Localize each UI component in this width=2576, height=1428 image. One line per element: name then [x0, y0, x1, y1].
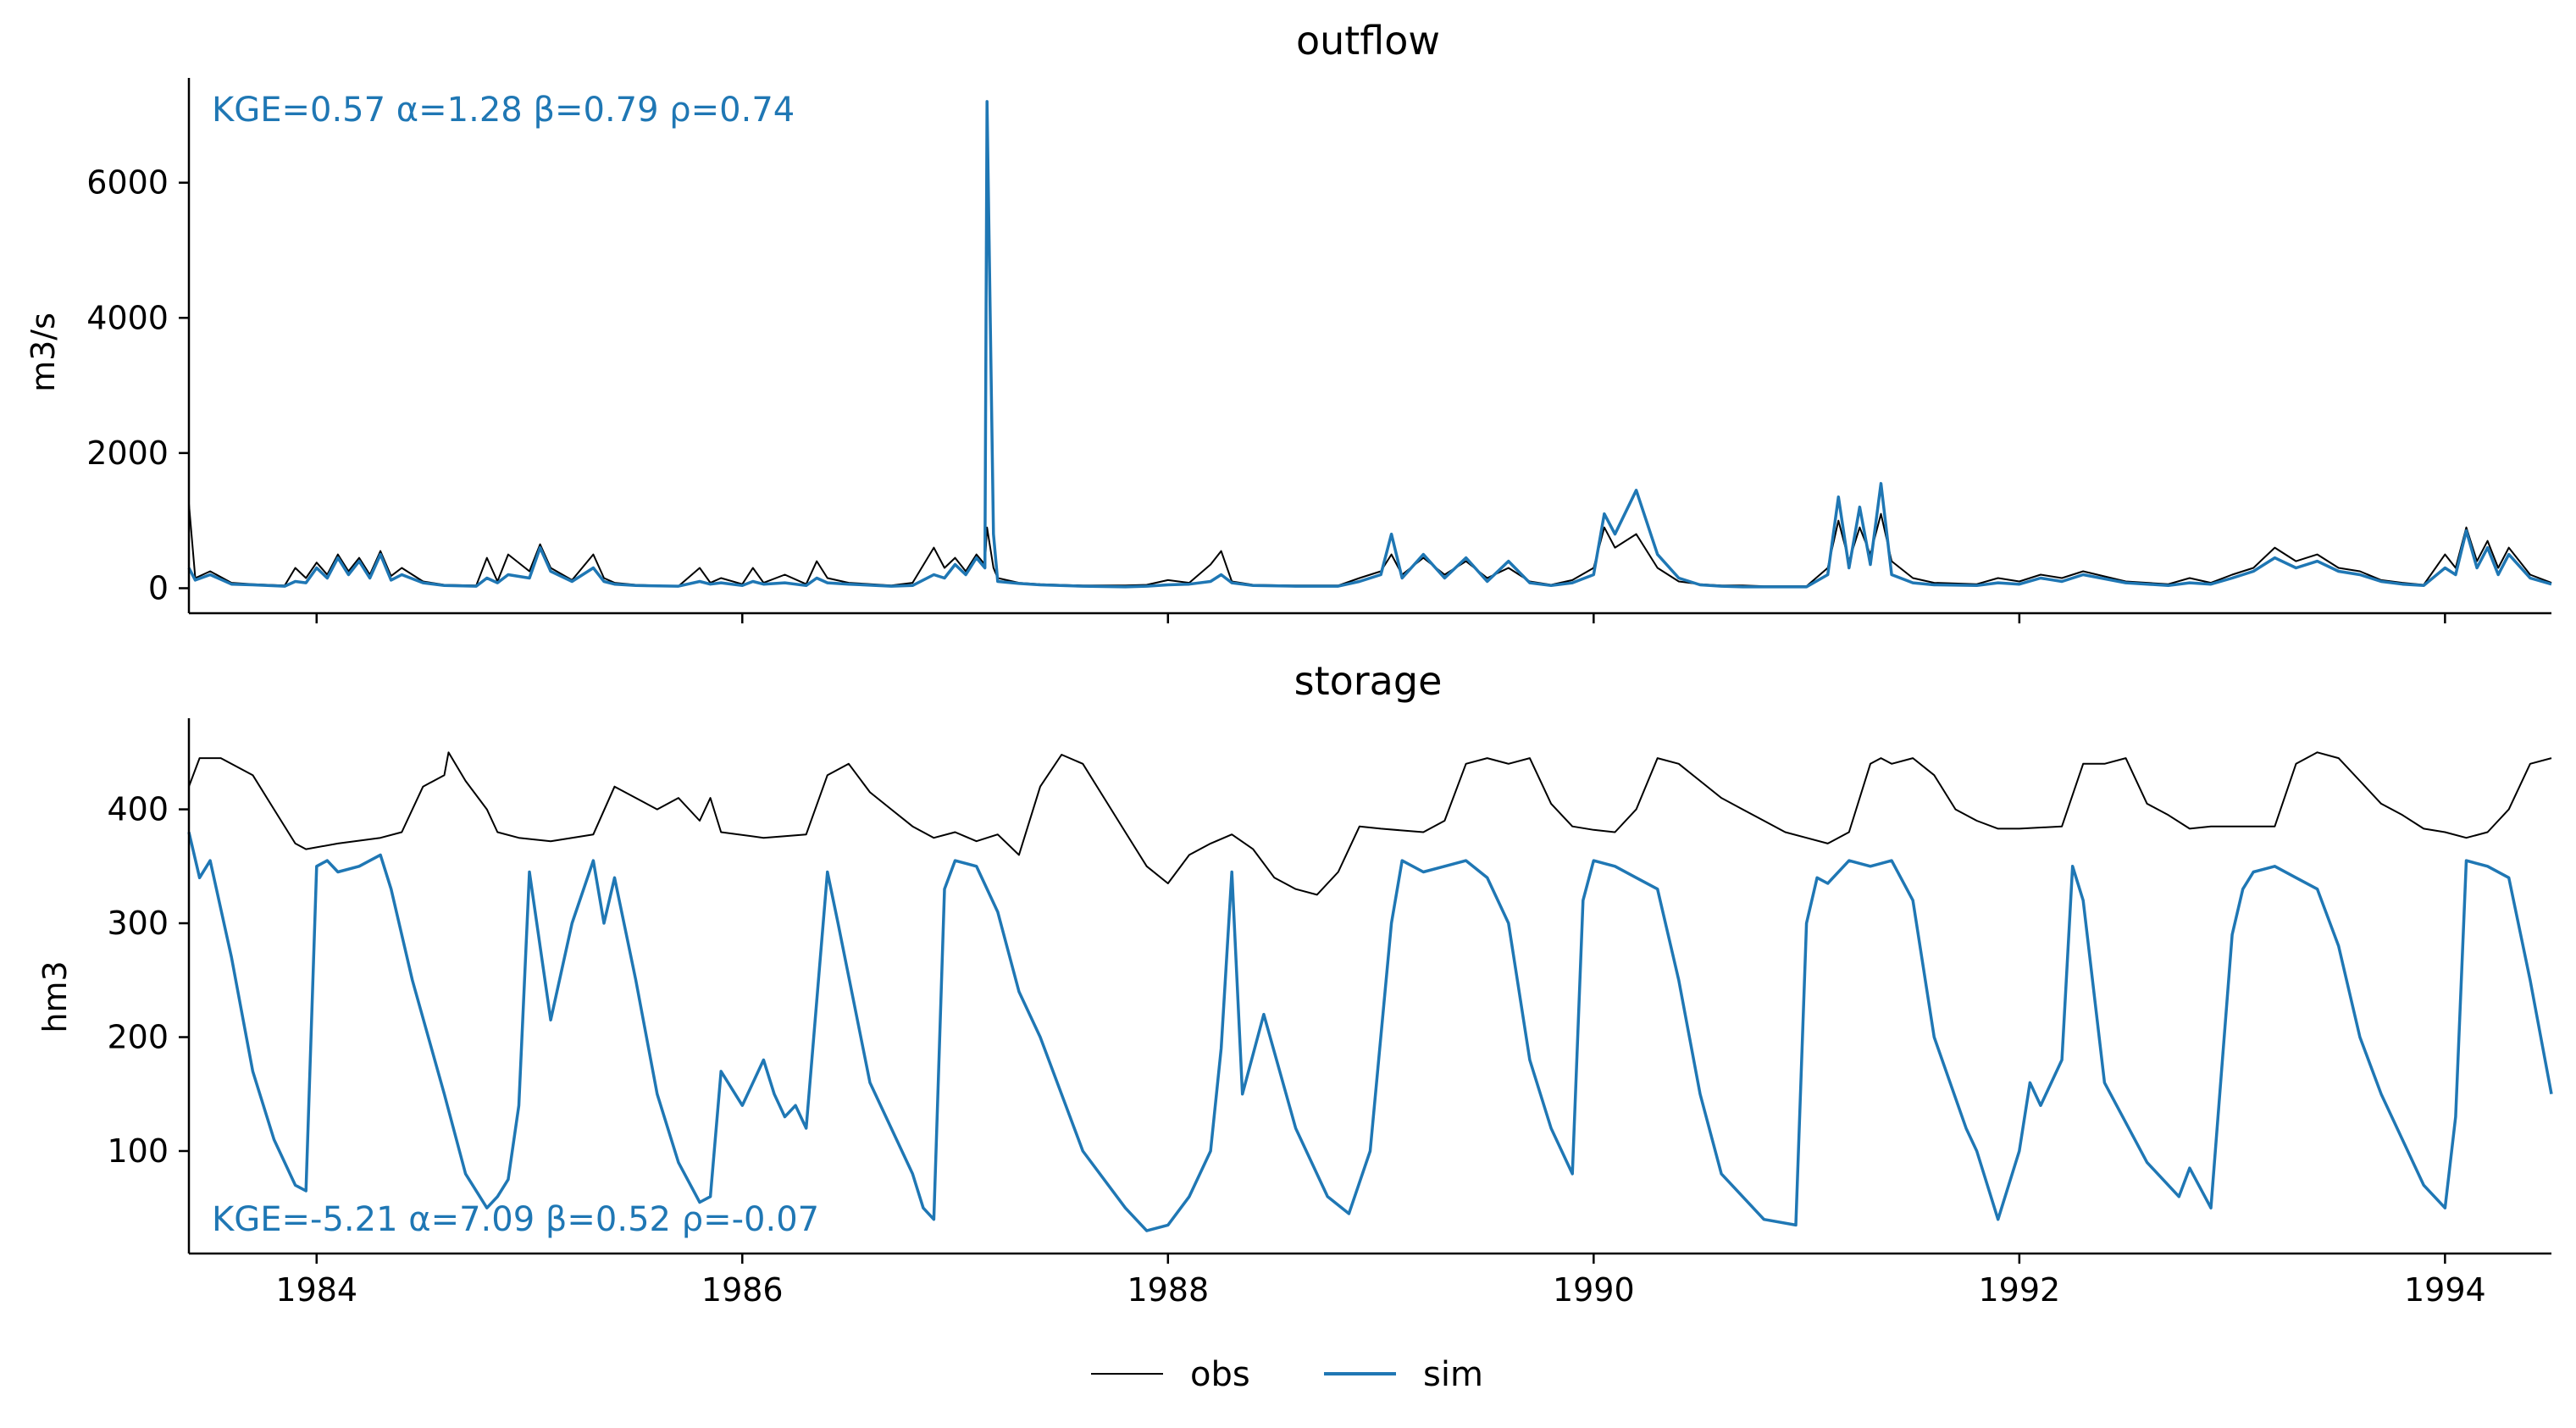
- outflow-sim-line: [187, 100, 2552, 589]
- outflow-metrics: KGE=0.57 α=1.28 β=0.79 ρ=0.74: [212, 91, 795, 130]
- storage-xtick-label: 1994: [2404, 1271, 2486, 1309]
- outflow-obs-line: [188, 503, 2552, 588]
- storage-ytick-label: 200: [107, 1019, 169, 1056]
- storage-axes: 100 200 300 400 1984 1986 1988 1990 1992 1994: [107, 718, 2551, 1309]
- legend: obs sim: [1091, 1355, 1483, 1394]
- legend-obs-label: obs: [1190, 1355, 1250, 1394]
- legend-sim-label: sim: [1423, 1355, 1483, 1394]
- storage-title: storage: [1294, 658, 1443, 704]
- storage-xtick-label: 1990: [1553, 1271, 1635, 1309]
- storage-xtick-label: 1984: [275, 1271, 357, 1309]
- outflow-ytick-label: 4000: [86, 299, 169, 336]
- outflow-panel: outflow m3/s 0 2000 4000 6000 KGE=0.57 α=1.…: [25, 18, 2552, 623]
- storage-panel: storage hm3 100 200 300 400 1984 1986 1988 1990…: [36, 658, 2553, 1309]
- outflow-axes: 0 2000 4000 6000: [86, 78, 2551, 623]
- storage-ytick-label: 300: [107, 905, 169, 942]
- storage-series-lines: [187, 751, 2553, 1232]
- outflow-ytick-label: 0: [148, 569, 169, 606]
- storage-obs-line: [188, 751, 2552, 896]
- outflow-ytick-label: 2000: [86, 434, 169, 472]
- storage-ylabel: hm3: [36, 960, 74, 1032]
- storage-ytick-label: 400: [107, 791, 169, 828]
- storage-xtick-label: 1986: [701, 1271, 784, 1309]
- outflow-ytick-label: 6000: [86, 164, 169, 202]
- outflow-ylabel: m3/s: [25, 313, 62, 392]
- storage-ytick-label: 100: [107, 1132, 169, 1170]
- storage-metrics: KGE=-5.21 α=7.09 β=0.52 ρ=-0.07: [212, 1200, 819, 1239]
- outflow-series-lines: [187, 100, 2552, 589]
- storage-sim-line: [187, 832, 2553, 1232]
- storage-xtick-label: 1988: [1127, 1271, 1209, 1309]
- outflow-title: outflow: [1296, 18, 1440, 64]
- storage-xtick-label: 1992: [1978, 1271, 2060, 1309]
